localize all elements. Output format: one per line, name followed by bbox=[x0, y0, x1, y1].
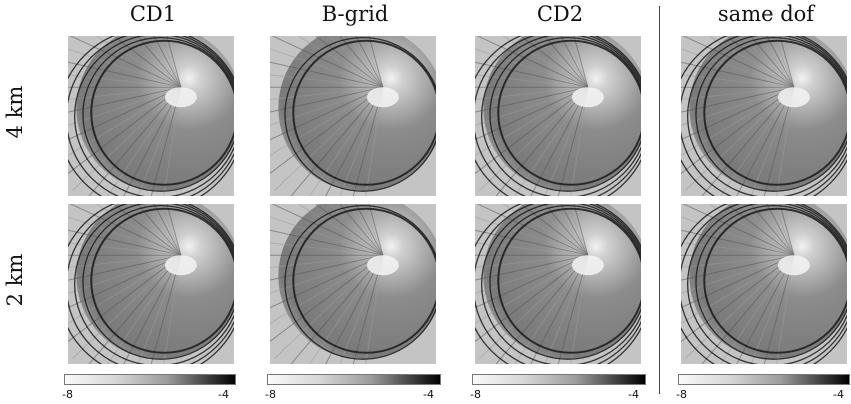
column-title-cd1: CD1 bbox=[129, 2, 177, 26]
field-plot bbox=[68, 204, 234, 364]
panel-same-dof-2km bbox=[681, 204, 847, 364]
row-label-4km: 4 km bbox=[3, 85, 27, 139]
panel-cd1-4km bbox=[68, 36, 234, 196]
panel-b-grid-4km bbox=[270, 36, 436, 196]
column-separator bbox=[659, 6, 660, 394]
panel-cd2-4km bbox=[475, 36, 641, 196]
colorbar-min-label: -8 bbox=[62, 388, 73, 401]
colorbar-b-grid bbox=[267, 374, 441, 385]
colorbar-max-label: -4 bbox=[833, 388, 844, 401]
column-title-same-dof: same dof bbox=[717, 2, 815, 26]
colorbar-min-label: -8 bbox=[265, 388, 276, 401]
field-plot bbox=[475, 204, 641, 364]
colorbar-cd1 bbox=[64, 374, 236, 385]
colorbar-max-label: -4 bbox=[423, 388, 434, 401]
colorbar-min-label: -8 bbox=[470, 388, 481, 401]
panel-b-grid-2km bbox=[270, 204, 436, 364]
row-label-2km: 2 km bbox=[3, 253, 27, 307]
colorbar-cd2 bbox=[472, 374, 646, 385]
field-plot bbox=[270, 204, 436, 364]
panel-cd1-2km bbox=[68, 204, 234, 364]
field-plot bbox=[475, 36, 641, 196]
panel-cd2-2km bbox=[475, 204, 641, 364]
column-title-b-grid: B-grid bbox=[321, 2, 389, 26]
colorbar-max-label: -4 bbox=[628, 388, 639, 401]
field-plot bbox=[681, 204, 847, 364]
column-title-cd2: CD2 bbox=[536, 2, 584, 26]
colorbar-same-dof bbox=[678, 374, 850, 385]
field-plot bbox=[270, 36, 436, 196]
field-plot bbox=[681, 36, 847, 196]
colorbar-min-label: -8 bbox=[676, 388, 687, 401]
field-plot bbox=[68, 36, 234, 196]
panel-same-dof-4km bbox=[681, 36, 847, 196]
colorbar-max-label: -4 bbox=[218, 388, 229, 401]
